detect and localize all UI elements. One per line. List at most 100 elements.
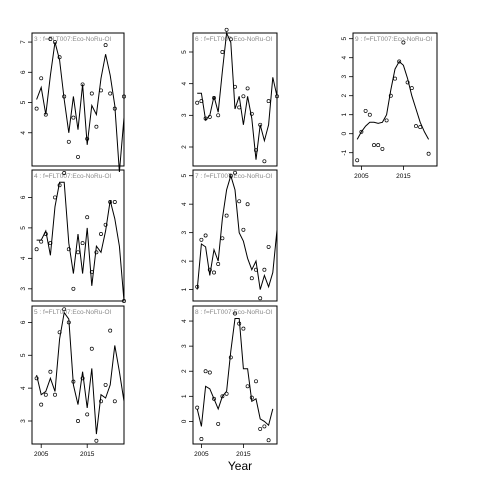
data-point <box>233 170 237 175</box>
data-point <box>62 94 67 99</box>
data-point <box>380 146 385 151</box>
series-line <box>36 181 125 302</box>
data-point <box>53 392 57 397</box>
x-axis-label: Year <box>228 459 252 473</box>
data-point <box>53 40 57 45</box>
data-point <box>355 158 360 163</box>
x-tick-label: 2005 <box>194 451 209 458</box>
data-point <box>237 105 242 110</box>
data-point <box>99 399 103 404</box>
y-tick-label: 7 <box>20 40 27 44</box>
data-point <box>216 113 221 118</box>
y-tick-label: 2 <box>181 259 188 263</box>
data-point <box>409 86 414 91</box>
y-tick-label: 0 <box>341 132 348 136</box>
panel-frame <box>31 32 125 167</box>
data-point <box>220 394 225 399</box>
data-point <box>203 116 208 121</box>
y-tick-label: 3 <box>181 113 188 117</box>
data-point <box>94 438 99 443</box>
data-point <box>199 237 204 242</box>
data-point <box>216 262 221 266</box>
data-point <box>195 100 200 105</box>
data-point <box>220 50 225 54</box>
series-line <box>356 60 430 140</box>
y-tick-label: 3 <box>341 75 348 79</box>
data-point <box>39 76 44 81</box>
panel-title: 4 : f=FLT007:Eco-NoRu-Ol <box>34 173 112 180</box>
data-point <box>262 267 267 272</box>
data-point <box>388 93 393 98</box>
data-point <box>249 395 254 400</box>
data-point <box>203 233 208 238</box>
panel-frame <box>31 169 125 302</box>
panel-frame <box>352 32 438 167</box>
data-point <box>245 202 250 207</box>
data-point <box>112 106 117 111</box>
data-point <box>359 129 364 134</box>
y-tick-label: 2 <box>181 145 188 149</box>
data-point <box>233 311 237 316</box>
data-point <box>241 326 246 331</box>
data-point <box>108 328 113 333</box>
y-tick-label: 4 <box>341 56 348 60</box>
data-point <box>418 125 423 130</box>
data-point <box>80 376 85 381</box>
y-tick-label: 2 <box>181 369 188 373</box>
y-tick-label: 1 <box>181 394 188 398</box>
series-line <box>36 41 125 173</box>
data-point <box>254 148 258 153</box>
data-point <box>108 91 113 96</box>
data-point <box>254 379 258 384</box>
data-point <box>85 215 90 220</box>
y-tick-label: 4 <box>20 131 27 135</box>
y-tick-label: 5 <box>20 226 27 230</box>
data-point <box>212 270 216 275</box>
data-point <box>266 99 271 104</box>
data-point <box>103 43 108 48</box>
y-tick-label: 6 <box>20 70 27 74</box>
panel-9: 9 : f=FLT007:Eco-NoRu-Ol -1 0 1 2 3 4 5 2005 2015 <box>341 32 438 180</box>
data-point <box>212 95 216 100</box>
y-tick-label: 4 <box>181 81 188 85</box>
panels-layer: 3 : f=FLT007:Eco-NoRu-Ol 4 5 6 7 6 : f=FLT007… <box>20 27 438 458</box>
data-point <box>220 236 225 241</box>
data-point <box>66 139 71 144</box>
data-point <box>233 84 237 89</box>
data-point <box>249 111 254 116</box>
data-point <box>228 355 233 360</box>
data-point <box>195 405 200 410</box>
y-tick-label: -1 <box>341 149 348 155</box>
data-point <box>258 426 263 431</box>
data-point <box>43 392 48 397</box>
panel-frame <box>192 32 278 167</box>
data-point <box>372 143 376 148</box>
data-point <box>262 159 267 164</box>
panel-title: 3 : f=FLT007:Eco-NoRu-Ol <box>34 36 112 43</box>
data-point <box>228 37 233 42</box>
panel-frame <box>31 305 125 445</box>
data-point <box>195 284 200 289</box>
panel-title: 6 : f=FLT007:Eco-NoRu-Ol <box>195 36 273 43</box>
data-point <box>241 94 246 99</box>
data-point <box>207 267 212 272</box>
panel-title: 9 : f=FLT007:Eco-NoRu-Ol <box>355 36 433 43</box>
data-point <box>71 379 76 384</box>
data-point <box>76 250 80 255</box>
y-tick-label: 1 <box>181 287 188 291</box>
data-point <box>245 86 250 91</box>
data-point <box>254 267 258 272</box>
data-point <box>207 370 212 375</box>
data-point <box>62 307 67 312</box>
y-tick-label: 4 <box>181 202 188 206</box>
y-tick-label: 3 <box>20 287 27 291</box>
y-tick-label: 6 <box>20 195 27 199</box>
data-point <box>258 296 263 301</box>
data-point <box>401 40 406 45</box>
data-point <box>212 396 216 401</box>
data-point <box>103 382 108 387</box>
data-point <box>384 118 389 123</box>
data-point <box>275 94 279 99</box>
y-tick-label: 5 <box>181 50 188 54</box>
y-tick-label: 6 <box>20 320 27 324</box>
